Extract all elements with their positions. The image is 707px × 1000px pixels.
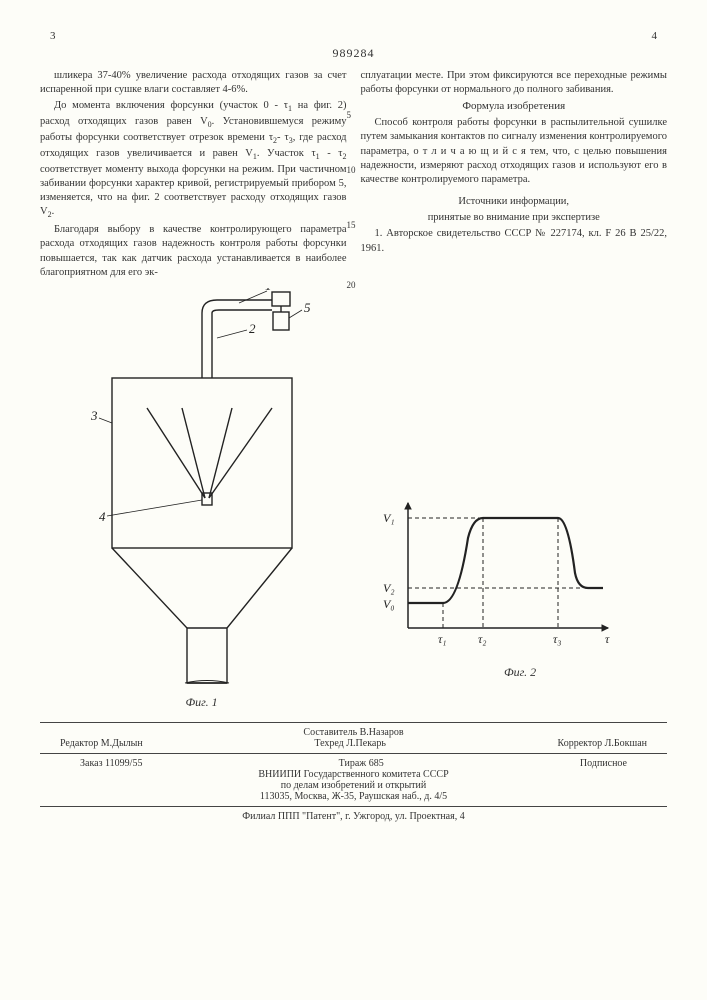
- line-num-15: 15: [347, 219, 356, 231]
- left-column: шликера 37-40% увеличение расхода отходя…: [40, 69, 347, 282]
- page-num-left: 3: [50, 30, 56, 42]
- fig1-label-3: 3: [90, 408, 98, 423]
- fig1-caption: Фиг. 1: [77, 695, 327, 710]
- fig2-v2: V₂: [383, 581, 395, 595]
- fig2-t2: τ₂: [478, 632, 486, 646]
- figure-1-container: 1 2 3 4 5 Фиг. 1: [40, 288, 363, 710]
- right-p2: Способ контроля работы форсунки в распыл…: [361, 116, 668, 187]
- line-num-5: 5: [347, 109, 352, 121]
- sources-title: Источники информации,: [361, 195, 668, 209]
- formula-title: Формула изобретения: [361, 99, 668, 114]
- fig1-label-5: 5: [304, 300, 311, 315]
- fig2-v0: V₀: [383, 597, 395, 611]
- fig2-t1: τ₁: [438, 632, 446, 646]
- fig1-label-1: 1: [265, 288, 272, 293]
- source-1: 1. Авторское свидетельство СССР № 227174…: [361, 227, 668, 255]
- addr: 113035, Москва, Ж-35, Раушская наб., д. …: [40, 791, 667, 802]
- fig2-svg: V₁ V₂ V₀ τ₁ τ₂ τ₃ τ: [373, 488, 623, 658]
- page-header: 3 4: [40, 30, 667, 42]
- fig2-t: τ: [605, 632, 610, 646]
- order-row: Заказ 11099/55 Тираж 685 Подписное: [40, 758, 667, 769]
- line-num-20: 20: [347, 279, 356, 291]
- right-p1: сплуатации месте. При этом фиксируются в…: [361, 69, 668, 97]
- fig1-svg: 1 2 3 4 5: [77, 288, 327, 688]
- doc-number: 989284: [40, 46, 667, 61]
- fig2-caption: Фиг. 2: [373, 665, 667, 680]
- fig1-label-4: 4: [99, 509, 106, 524]
- line-num-10: 10: [347, 164, 356, 176]
- order: Заказ 11099/55: [80, 758, 142, 769]
- corrector: Корректор Л.Бокшан: [558, 738, 647, 749]
- right-column: 5 10 15 20 сплуатации месте. При этом фи…: [361, 69, 668, 282]
- figure-2-container: V₁ V₂ V₀ τ₁ τ₂ τ₃ τ Фиг. 2: [373, 488, 667, 710]
- page: 3 4 989284 шликера 37-40% увеличение рас…: [0, 0, 707, 1000]
- page-num-right: 4: [652, 30, 658, 42]
- org2: по делам изобретений и открытий: [40, 780, 667, 791]
- text-columns: шликера 37-40% увеличение расхода отходя…: [40, 69, 667, 282]
- fig2-v1: V₁: [383, 511, 395, 525]
- fig1-label-2: 2: [249, 321, 256, 336]
- fig2-t3: τ₃: [553, 632, 561, 646]
- figures: 1 2 3 4 5 Фиг. 1: [40, 288, 667, 710]
- editor: Редактор М.Дылын: [60, 738, 143, 749]
- org1: ВНИИПИ Государственного комитета СССР: [40, 769, 667, 780]
- tech: Техред Л.Пекарь: [314, 738, 386, 749]
- footer: Составитель В.Назаров Редактор М.Дылын Т…: [40, 722, 667, 822]
- left-p1: шликера 37-40% увеличение расхода отходя…: [40, 69, 347, 97]
- sources-sub: принятые во внимание при экспертизе: [361, 211, 668, 225]
- tirazh: Тираж 685: [339, 758, 384, 769]
- left-p2: До момента включения форсунки (участок 0…: [40, 99, 347, 221]
- podpisnoe: Подписное: [580, 758, 627, 769]
- compiler: Составитель В.Назаров: [40, 727, 667, 738]
- credits-row: Редактор М.Дылын Техред Л.Пекарь Коррект…: [40, 738, 667, 749]
- left-p3: Благодаря выбору в качестве контролирующ…: [40, 223, 347, 280]
- figure-1: 1 2 3 4 5 Фиг. 1: [77, 288, 327, 710]
- filial: Филиал ППП "Патент", г. Ужгород, ул. Про…: [40, 811, 667, 822]
